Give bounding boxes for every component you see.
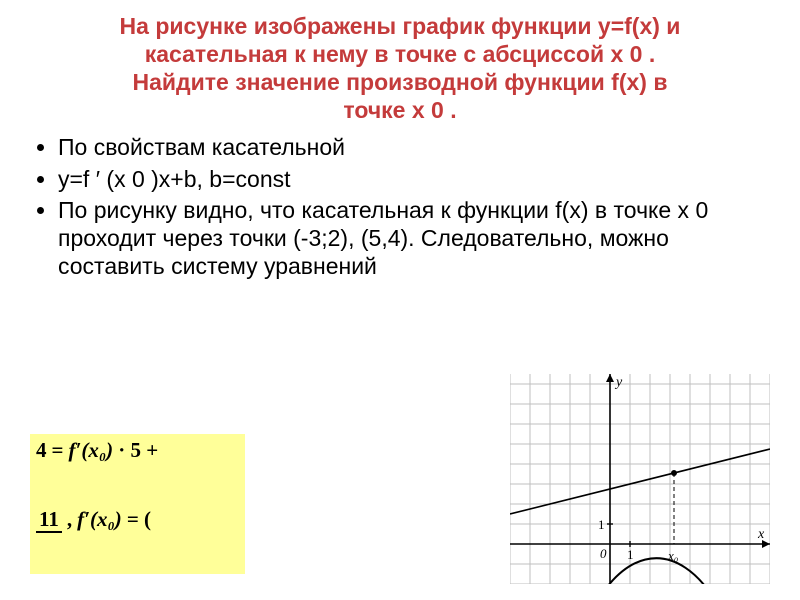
eq1-mid: = (52, 438, 64, 463)
eq1-left: 4 (36, 438, 47, 463)
eq1-tail: · 5 + (118, 438, 158, 463)
eq2-comma: , (67, 507, 72, 532)
svg-text:x: x (757, 527, 765, 542)
eq1-fx0: f′(x₀) (68, 438, 113, 463)
bullet-2: y=f ′ (x 0 )​x+b, b=const (58, 166, 772, 194)
eq2-num: 11 (36, 507, 62, 533)
formula-box: 4 = f′(x₀) · 5 + 11 , f′(x₀) = ( (30, 434, 245, 574)
bullet-1: По свойствам касательной (58, 134, 772, 162)
svg-text:0: 0 (600, 546, 607, 561)
eq2-frac: 11 (36, 508, 62, 530)
formula-eq2: 11 , f′(x₀) = ( (36, 507, 239, 532)
eq2-fx0: f′(x₀) (77, 507, 122, 532)
slide: На рисунке изображены график функции y=f… (0, 0, 800, 600)
body-list: По свойствам касательной y=f ′ (x 0 )​x+… (28, 134, 772, 280)
slide-title: На рисунке изображены график функции y=f… (28, 12, 772, 124)
eq2-tail: = ( (127, 507, 151, 532)
bullet-3: По рисунку видно, что касательная к функ… (58, 197, 772, 280)
function-chart: 0 1 1 x₀ x y (510, 374, 770, 584)
title-line-3: Найдите значение производной функции f(x… (133, 69, 668, 95)
formula-eq1: 4 = f′(x₀) · 5 + (36, 438, 239, 463)
title-line-4: точке x 0 . (343, 97, 456, 123)
svg-text:x₀: x₀ (667, 548, 678, 563)
title-line-1: На рисунке изображены график функции y=f… (120, 13, 681, 39)
svg-text:1: 1 (598, 517, 605, 532)
title-line-2: касательная к нему в точке с абсциссой x… (145, 41, 656, 67)
svg-text:y: y (614, 375, 623, 390)
svg-text:1: 1 (627, 547, 634, 562)
